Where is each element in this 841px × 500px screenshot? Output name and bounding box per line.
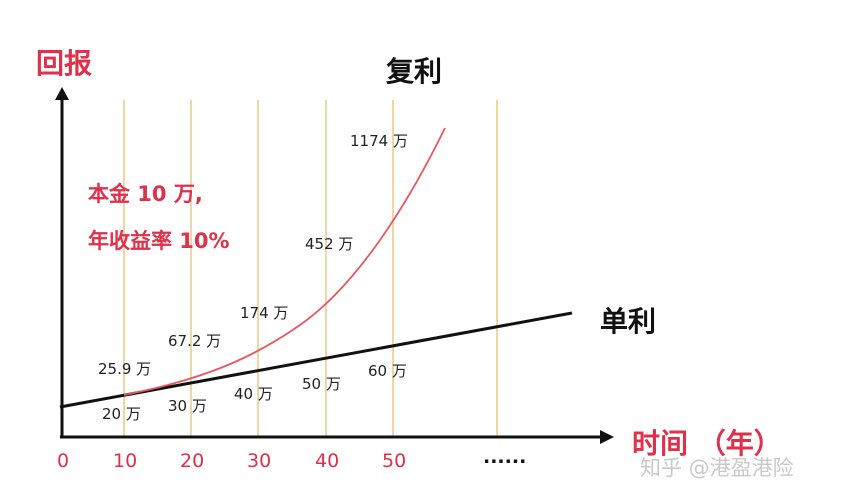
x-tick-label: 40 <box>315 450 340 472</box>
y-axis-arrow-icon <box>55 87 69 100</box>
x-tick-label: 50 <box>382 450 407 472</box>
data-label-compound: 25.9 万 <box>98 360 152 378</box>
series-label-simple: 单利 <box>600 305 657 338</box>
x-tick-label: 20 <box>180 450 205 472</box>
x-tick-label: ...... <box>483 446 527 468</box>
annotation-rate: 年收益率 10% <box>88 229 230 253</box>
x-tick-label: 30 <box>247 450 272 472</box>
data-label-compound: 1174 万 <box>350 132 408 150</box>
y-axis-label: 回报 <box>36 47 93 80</box>
x-tick-label: 10 <box>113 450 138 472</box>
data-label-compound: 452 万 <box>305 235 354 253</box>
data-label-simple: 60 万 <box>368 362 407 380</box>
data-label-compound: 174 万 <box>240 304 289 322</box>
series-line-compound <box>123 127 446 396</box>
data-label-simple: 30 万 <box>168 397 207 415</box>
annotation-principal: 本金 10 万, <box>88 182 203 206</box>
data-label-simple: 20 万 <box>102 405 141 423</box>
watermark: 知乎 @港盈港险 <box>640 456 794 480</box>
chart-title: 复利 <box>386 55 443 88</box>
x-axis-label: 时间 （年） <box>632 427 782 460</box>
data-label-simple: 40 万 <box>234 385 273 403</box>
x-tick-label: 0 <box>57 450 70 472</box>
data-label-simple: 50 万 <box>302 375 341 393</box>
x-axis-arrow-icon <box>600 430 614 444</box>
data-label-compound: 67.2 万 <box>168 332 222 350</box>
